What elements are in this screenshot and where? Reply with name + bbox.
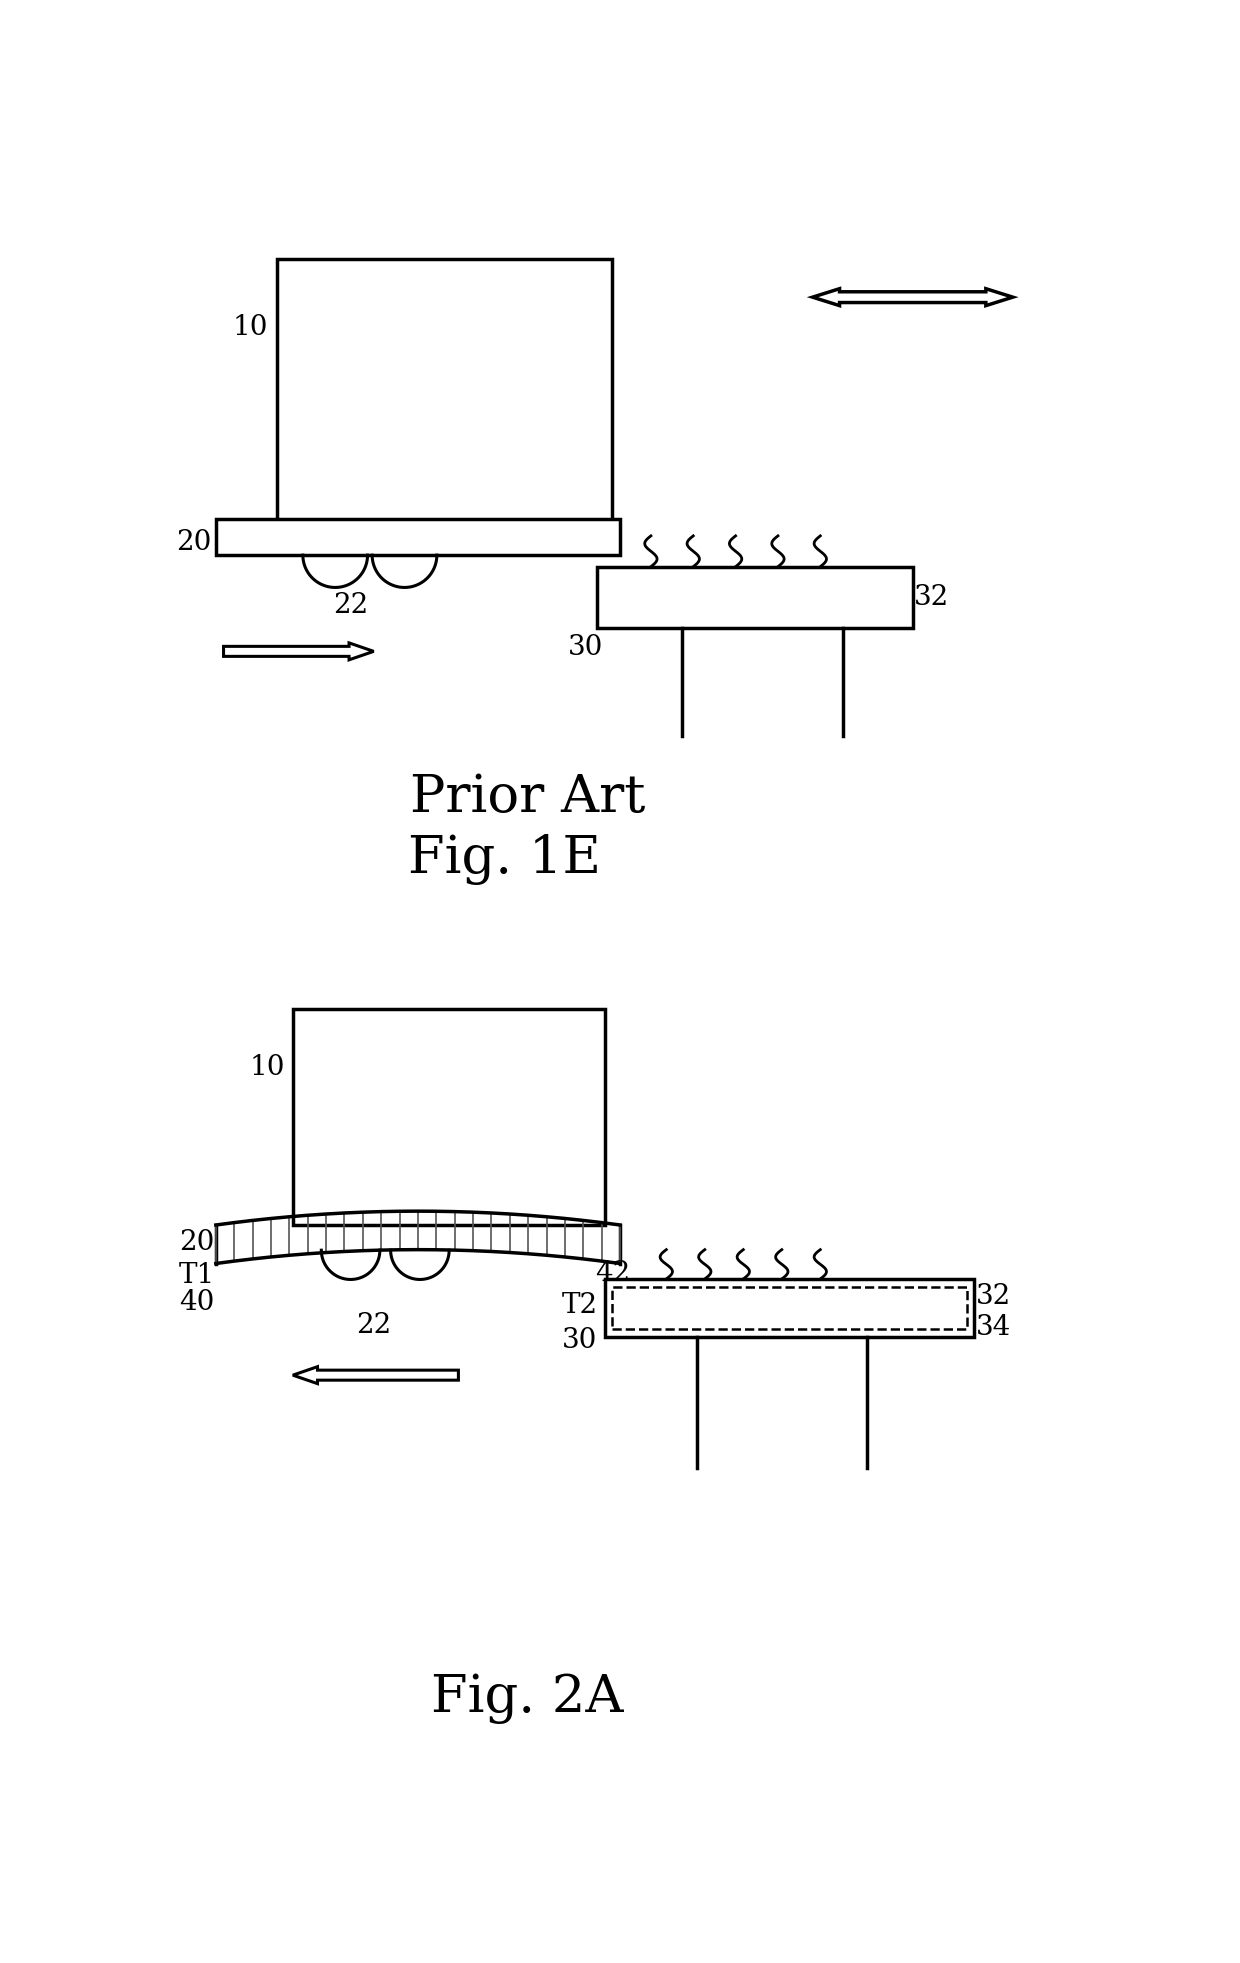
- Text: Prior Art: Prior Art: [410, 771, 645, 822]
- Text: 34: 34: [976, 1313, 1011, 1341]
- Text: 10: 10: [233, 314, 268, 342]
- Text: 32: 32: [976, 1284, 1011, 1309]
- Text: 42: 42: [595, 1260, 630, 1288]
- Text: Fig. 2A: Fig. 2A: [432, 1672, 624, 1724]
- Text: 22: 22: [334, 591, 368, 618]
- Text: 30: 30: [563, 1327, 598, 1354]
- Text: 22: 22: [356, 1311, 392, 1339]
- Bar: [605, 1280, 975, 1337]
- Polygon shape: [293, 1366, 459, 1384]
- Bar: [278, 259, 613, 520]
- Text: 32: 32: [914, 583, 950, 610]
- Bar: [596, 567, 913, 628]
- Text: 30: 30: [568, 634, 603, 662]
- Polygon shape: [223, 644, 373, 660]
- Text: 20: 20: [176, 528, 212, 556]
- Text: T2: T2: [562, 1292, 598, 1319]
- Bar: [216, 518, 620, 556]
- Polygon shape: [812, 289, 1013, 306]
- Text: 20: 20: [179, 1229, 215, 1256]
- Bar: [613, 1286, 967, 1329]
- Text: 40: 40: [179, 1288, 215, 1315]
- Text: T1: T1: [179, 1262, 215, 1288]
- Text: Fig. 1E: Fig. 1E: [408, 834, 601, 885]
- Text: 10: 10: [249, 1054, 285, 1082]
- Bar: [293, 1009, 605, 1225]
